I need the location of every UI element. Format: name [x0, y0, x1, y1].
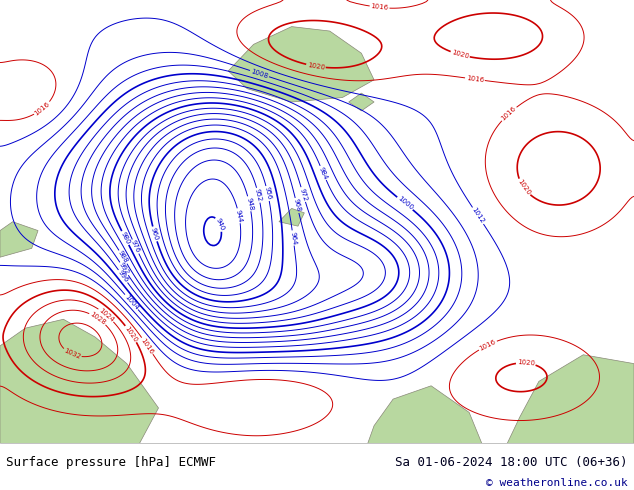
Text: 944: 944 [235, 209, 243, 223]
Text: 1032: 1032 [63, 348, 82, 361]
Text: 1016: 1016 [370, 3, 389, 11]
Text: 1016: 1016 [34, 100, 51, 117]
Text: 1024: 1024 [98, 307, 115, 323]
Text: 1020: 1020 [451, 49, 470, 60]
Polygon shape [0, 221, 38, 257]
Polygon shape [0, 319, 158, 443]
Text: 1000: 1000 [396, 196, 414, 211]
Text: Sa 01-06-2024 18:00 UTC (06+36): Sa 01-06-2024 18:00 UTC (06+36) [395, 457, 628, 469]
Text: 1016: 1016 [500, 105, 517, 122]
Text: 948: 948 [245, 196, 254, 211]
Text: 984: 984 [318, 166, 328, 180]
Text: 960: 960 [150, 227, 160, 241]
Text: 996: 996 [117, 269, 129, 284]
Text: 1020: 1020 [516, 178, 531, 196]
Text: 956: 956 [263, 186, 272, 200]
Polygon shape [368, 386, 482, 443]
Text: 1008: 1008 [250, 68, 269, 79]
Text: 976: 976 [130, 239, 141, 254]
Text: 992: 992 [118, 262, 130, 276]
Polygon shape [279, 208, 304, 226]
Text: 1004: 1004 [124, 294, 139, 311]
Text: 968: 968 [292, 198, 302, 213]
Text: © weatheronline.co.uk: © weatheronline.co.uk [486, 478, 628, 488]
Text: 1012: 1012 [470, 207, 486, 225]
Text: 940: 940 [214, 217, 225, 232]
Text: 1016: 1016 [465, 75, 484, 83]
Polygon shape [228, 26, 374, 102]
Text: 1020: 1020 [517, 359, 535, 367]
Text: 1028: 1028 [89, 311, 107, 326]
Text: 1016: 1016 [478, 339, 497, 352]
Text: 1020: 1020 [307, 62, 325, 71]
Text: 952: 952 [254, 188, 263, 202]
Polygon shape [507, 355, 634, 443]
Text: 988: 988 [117, 250, 129, 265]
Text: Surface pressure [hPa] ECMWF: Surface pressure [hPa] ECMWF [6, 457, 216, 469]
Text: 1020: 1020 [124, 325, 139, 343]
Text: 980: 980 [120, 231, 131, 245]
Polygon shape [349, 93, 374, 111]
Text: 1016: 1016 [140, 337, 155, 355]
Text: 972: 972 [299, 187, 308, 202]
Text: 964: 964 [289, 231, 297, 245]
